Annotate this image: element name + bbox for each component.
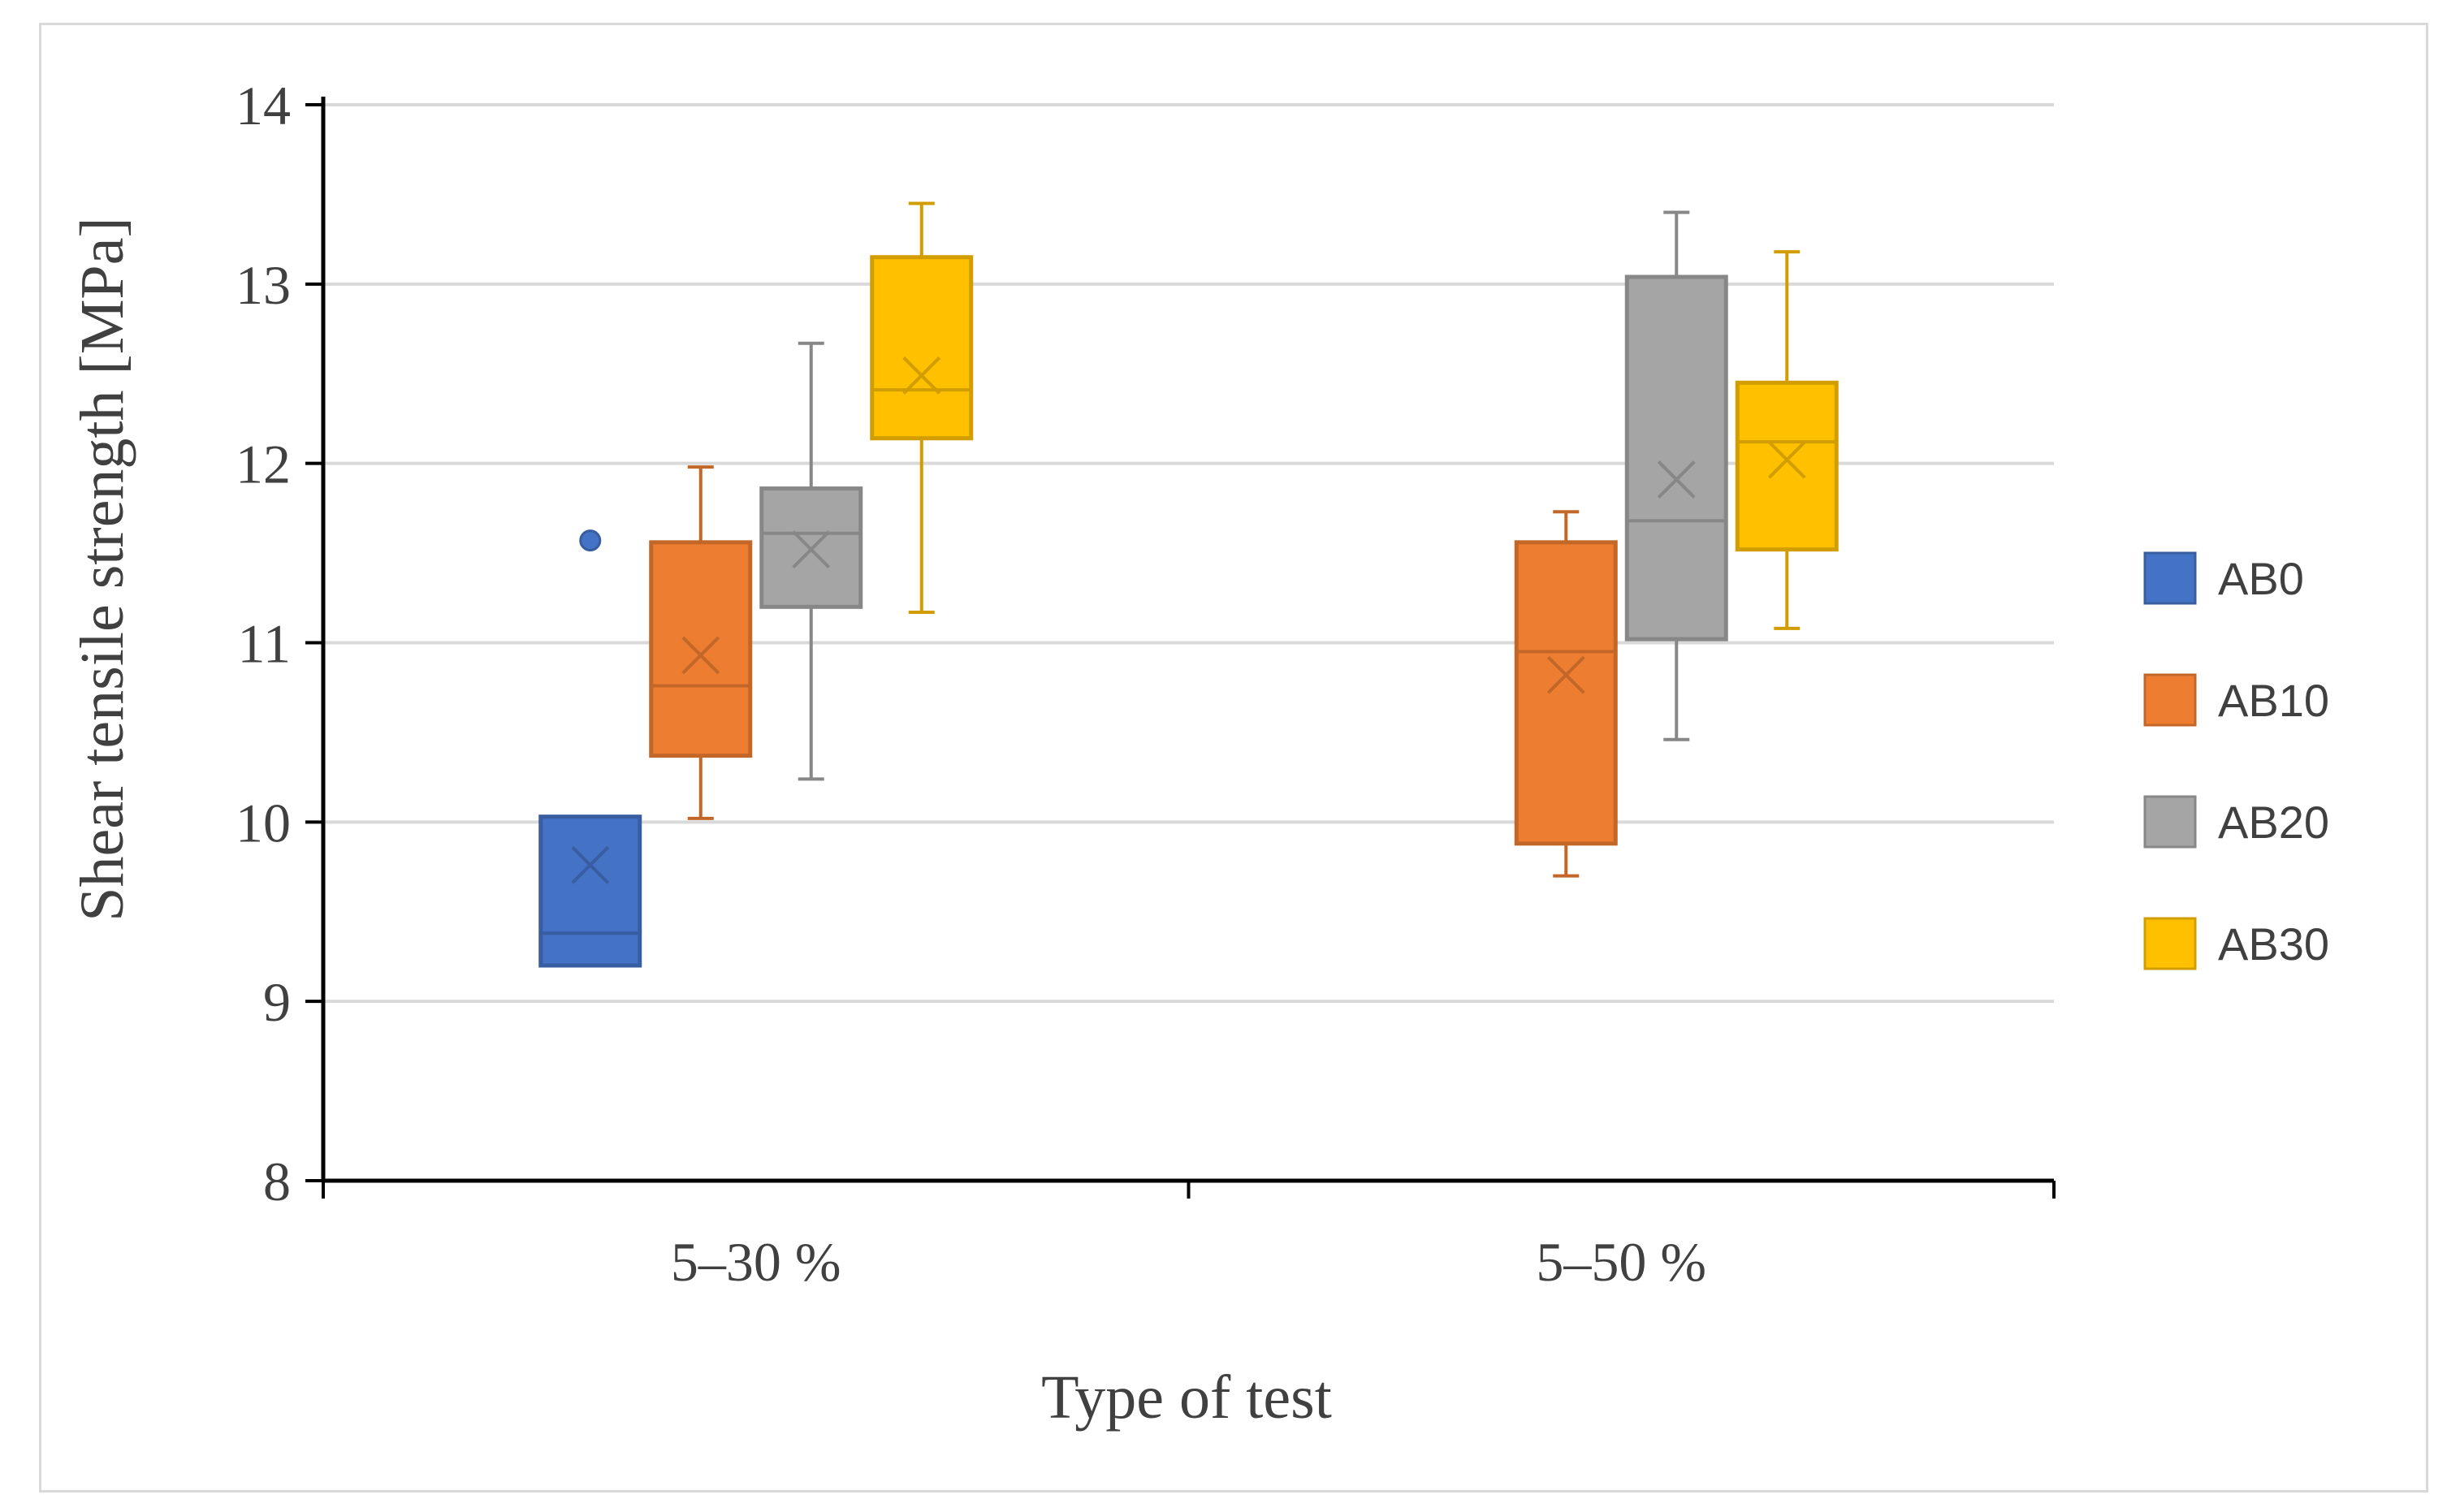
y-tick-label: 12 (236, 434, 291, 495)
y-tick-label: 9 (263, 971, 291, 1033)
x-tick-labels: 5–30 % 5–50 % (671, 1231, 1706, 1293)
series-ab30 (870, 201, 1839, 630)
iqr-box (538, 814, 642, 968)
legend-swatch (2143, 673, 2197, 727)
x-category-label: 5–50 % (1536, 1231, 1706, 1293)
mean-marker (902, 356, 941, 395)
box-ab30-1 (870, 201, 974, 614)
x-axis-title: Type of test (1041, 1363, 1332, 1432)
iqr-box (1624, 274, 1728, 642)
box-ab20-1 (759, 341, 863, 781)
box-ab10-1 (649, 465, 753, 820)
box-ab30-2 (1735, 250, 1839, 630)
legend: AB0 AB10 AB20 AB30 (2143, 551, 2329, 970)
y-tick-label: 14 (236, 75, 291, 136)
legend-swatch (2143, 551, 2197, 605)
box-series (538, 201, 1839, 968)
y-tick-label: 10 (236, 792, 291, 853)
legend-item-ab30: AB30 (2143, 917, 2329, 970)
legend-label: AB0 (2218, 553, 2304, 604)
box-ab20-2 (1624, 210, 1728, 741)
iqr-box (870, 255, 974, 441)
series-ab20 (759, 210, 1728, 781)
box-ab0-1 (538, 529, 642, 968)
iqr-box (1514, 540, 1618, 846)
iqr-box (649, 540, 753, 758)
mean-marker (792, 530, 831, 569)
legend-item-ab10: AB10 (2143, 673, 2329, 727)
mean-marker (1657, 460, 1696, 499)
legend-swatch (2143, 917, 2197, 970)
x-category-label: 5–30 % (671, 1231, 841, 1293)
axes (305, 97, 2056, 1199)
mean-marker (1767, 440, 1806, 479)
legend-label: AB30 (2218, 918, 2329, 970)
mean-marker (681, 636, 720, 675)
mean-marker (571, 845, 610, 884)
iqr-box (1735, 380, 1839, 552)
y-tick-label: 13 (236, 254, 291, 316)
y-axis-title: Shear tensile strength [MPa] (68, 217, 136, 921)
y-tick-label: 8 (263, 1151, 291, 1212)
box-ab10-2 (1514, 510, 1618, 878)
legend-label: AB10 (2218, 675, 2329, 726)
mean-marker (1546, 655, 1585, 694)
legend-item-ab20: AB20 (2143, 795, 2329, 849)
series-ab0 (538, 529, 642, 968)
y-tick-labels: 8 9 10 11 12 13 14 (236, 75, 291, 1212)
legend-label: AB20 (2218, 797, 2329, 848)
outlier-point (579, 529, 602, 552)
boxplot-chart: 8 9 10 11 12 13 14 5–30 % 5–50 % Shear tensile … (68, 75, 2329, 1432)
legend-item-ab0: AB0 (2143, 551, 2304, 605)
chart-frame: 8 9 10 11 12 13 14 5–30 % 5–50 % Shear tensile … (39, 23, 2428, 1493)
legend-swatch (2143, 795, 2197, 849)
y-tick-label: 11 (238, 613, 291, 675)
series-ab10 (649, 465, 1618, 878)
